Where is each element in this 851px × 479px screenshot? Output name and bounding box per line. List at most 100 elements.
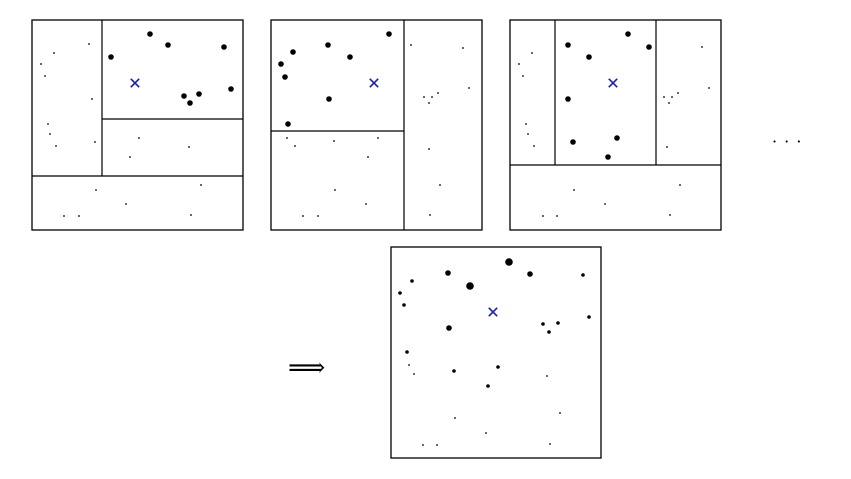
sample-point bbox=[410, 44, 412, 46]
sample-point bbox=[679, 184, 681, 186]
sample-point bbox=[190, 214, 192, 216]
panels-layer bbox=[31, 19, 722, 459]
sample-point bbox=[129, 156, 131, 158]
sample-point bbox=[437, 92, 439, 94]
sample-point bbox=[570, 139, 576, 145]
sample-point bbox=[669, 214, 671, 216]
sample-point bbox=[63, 215, 65, 217]
sample-point bbox=[565, 42, 571, 48]
sample-point bbox=[573, 189, 575, 191]
sample-point bbox=[333, 140, 335, 142]
panel-frame bbox=[390, 246, 602, 459]
sample-point bbox=[614, 135, 620, 141]
sample-point bbox=[581, 273, 585, 277]
sample-point bbox=[445, 270, 451, 276]
continuation-ellipsis: · · · bbox=[772, 132, 803, 151]
sample-point bbox=[625, 31, 631, 37]
query-marker-x bbox=[369, 78, 379, 88]
sample-point bbox=[165, 42, 171, 48]
sample-point bbox=[408, 364, 410, 366]
sample-point bbox=[431, 96, 433, 98]
sample-point bbox=[486, 384, 490, 388]
sample-point bbox=[701, 46, 703, 48]
sample-point bbox=[367, 156, 369, 158]
query-marker-x bbox=[488, 307, 498, 317]
sample-point bbox=[40, 63, 42, 65]
sample-point bbox=[125, 203, 127, 205]
sample-point bbox=[377, 137, 379, 139]
sample-point bbox=[49, 133, 51, 135]
sample-point bbox=[326, 96, 332, 102]
sample-point bbox=[428, 148, 430, 150]
sample-point bbox=[542, 215, 544, 217]
sample-point bbox=[646, 44, 652, 50]
sample-point bbox=[485, 432, 487, 434]
panel-frame bbox=[270, 19, 483, 231]
sample-point bbox=[429, 214, 431, 216]
sample-point bbox=[53, 52, 55, 54]
sample-point bbox=[666, 146, 668, 148]
sample-point bbox=[604, 203, 606, 205]
sample-point bbox=[565, 96, 571, 102]
sample-point bbox=[325, 42, 331, 48]
sample-point bbox=[527, 271, 533, 277]
sample-point bbox=[546, 375, 548, 377]
sample-point bbox=[439, 184, 441, 186]
sample-point bbox=[386, 31, 392, 37]
sample-point bbox=[44, 75, 46, 77]
sample-point bbox=[347, 54, 353, 60]
sample-point bbox=[334, 189, 336, 191]
sample-point bbox=[549, 443, 551, 445]
sample-point bbox=[605, 154, 611, 160]
query-marker-x bbox=[608, 78, 618, 88]
sample-point bbox=[423, 96, 425, 98]
sample-point bbox=[200, 184, 202, 186]
sample-point bbox=[94, 141, 96, 143]
sample-point bbox=[518, 63, 520, 65]
sample-point bbox=[668, 102, 670, 104]
sample-point bbox=[302, 215, 304, 217]
sample-point bbox=[398, 291, 402, 295]
sample-point bbox=[422, 444, 424, 446]
implies-arrow: ⟹ bbox=[288, 353, 326, 383]
sample-point bbox=[228, 86, 234, 92]
sample-point bbox=[294, 145, 296, 147]
sample-point bbox=[466, 282, 474, 290]
sample-point bbox=[496, 365, 500, 369]
sample-point bbox=[454, 417, 456, 419]
sample-point bbox=[586, 54, 592, 60]
sample-point bbox=[505, 258, 513, 266]
sample-point bbox=[47, 123, 49, 125]
sample-point bbox=[541, 322, 545, 326]
sample-point bbox=[108, 54, 114, 60]
sample-point bbox=[278, 61, 284, 67]
panel-frame bbox=[31, 19, 244, 231]
sample-point bbox=[365, 203, 367, 205]
sample-point bbox=[95, 189, 97, 191]
panel-1 bbox=[31, 19, 244, 231]
sample-point bbox=[55, 145, 57, 147]
sample-point bbox=[317, 215, 319, 217]
sample-point bbox=[196, 91, 202, 97]
sample-point bbox=[138, 137, 140, 139]
sample-point bbox=[677, 92, 679, 94]
panel-3 bbox=[509, 19, 722, 231]
sample-point bbox=[413, 373, 415, 375]
sample-point bbox=[663, 96, 665, 98]
sample-point bbox=[446, 325, 452, 331]
panel-2 bbox=[270, 19, 483, 231]
query-marker-x bbox=[130, 78, 140, 88]
sample-point bbox=[285, 121, 291, 127]
sample-point bbox=[187, 100, 193, 106]
sample-point bbox=[547, 330, 551, 334]
sample-point bbox=[671, 96, 673, 98]
sample-point bbox=[147, 31, 153, 37]
sample-point bbox=[188, 146, 190, 148]
sample-point bbox=[587, 315, 591, 319]
sample-point bbox=[452, 369, 456, 373]
sample-point bbox=[468, 87, 470, 89]
sample-point bbox=[556, 215, 558, 217]
sample-point bbox=[290, 49, 296, 55]
sample-point bbox=[88, 43, 90, 45]
sample-point bbox=[282, 74, 288, 80]
